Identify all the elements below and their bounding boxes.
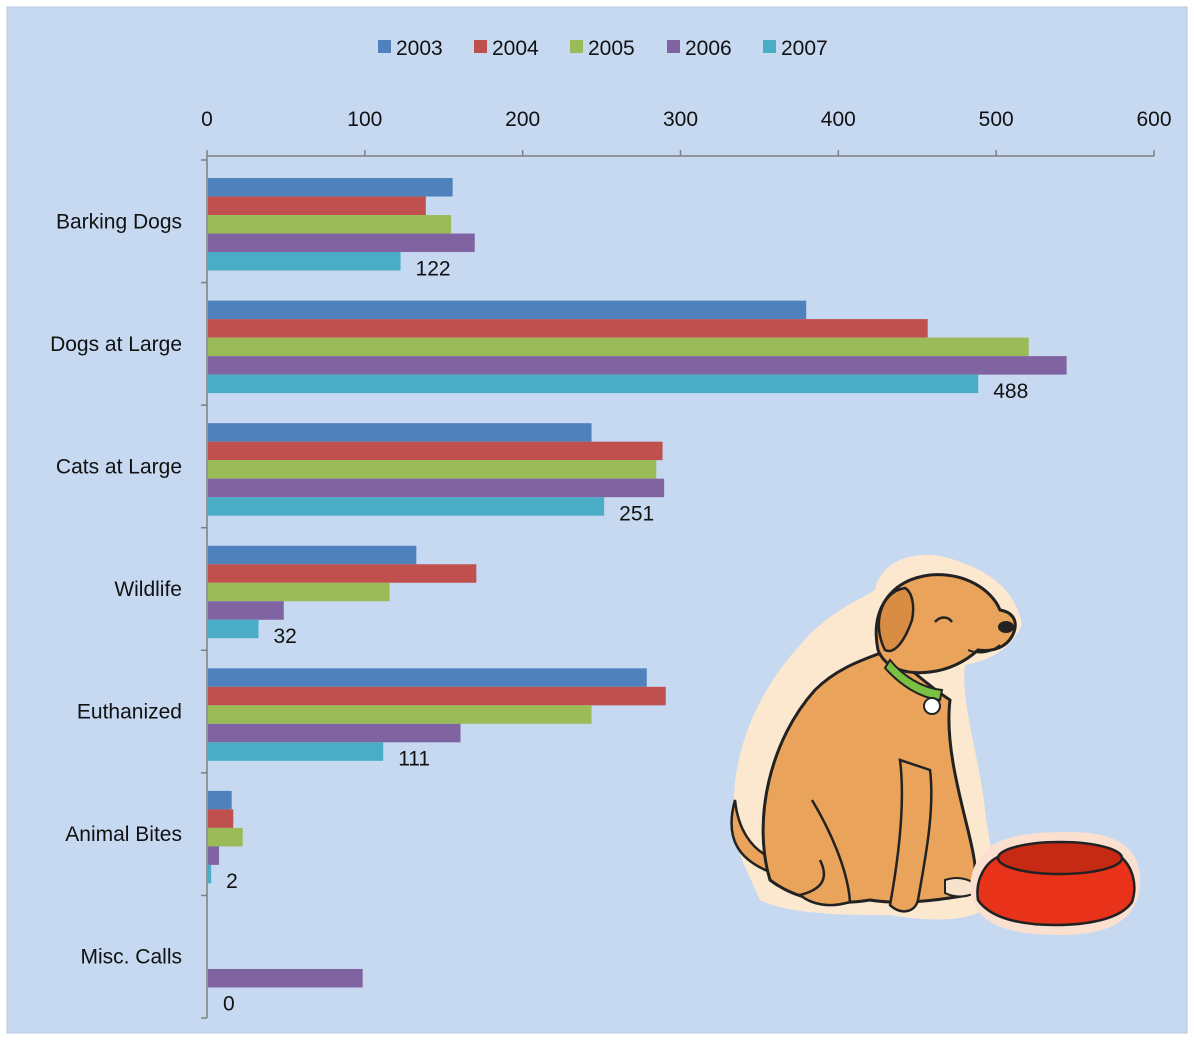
- legend: 2003 2004 2005 2006 2007: [378, 37, 828, 60]
- data-label: 2: [226, 870, 238, 893]
- data-label: 32: [274, 625, 297, 648]
- bar-2004: [208, 564, 477, 583]
- bar-2004: [208, 319, 928, 338]
- bar-2005: [208, 582, 390, 602]
- dog-collar-tag: [923, 697, 941, 715]
- data-labels: 122 488 251 32 111 2 0: [223, 257, 1028, 1015]
- bar-2003: [208, 790, 232, 810]
- bowl-body: [976, 854, 1136, 927]
- bar-2006: [208, 846, 220, 865]
- data-label: 488: [993, 380, 1028, 403]
- x-tick-label: 0: [201, 108, 213, 131]
- dog-front-leg: [888, 758, 933, 913]
- x-tick-label: 600: [1136, 108, 1171, 131]
- dog-hind-leg: [797, 799, 852, 907]
- bar-2005: [208, 337, 1029, 357]
- x-tick-label: 200: [505, 108, 540, 131]
- bar-2003: [208, 300, 807, 320]
- legend-label-2004: 2004: [492, 37, 539, 60]
- bar-2007: [208, 374, 979, 394]
- bar-2003: [208, 423, 592, 442]
- bar-2004: [208, 809, 234, 828]
- data-label: 251: [619, 502, 654, 525]
- bar-2006: [208, 478, 665, 498]
- dog-collar: [883, 658, 944, 702]
- category-label: Animal Bites: [65, 823, 182, 846]
- bar-2004: [208, 686, 666, 706]
- legend-label-2006: 2006: [685, 37, 732, 60]
- category-label: Euthanized: [77, 701, 182, 724]
- legend-swatch-2006: [667, 40, 680, 53]
- category-label: Barking Dogs: [56, 210, 182, 233]
- legend-label-2007: 2007: [781, 37, 828, 60]
- bar-2006: [208, 968, 363, 988]
- bar-2006: [208, 723, 461, 743]
- dog-illustration: [730, 554, 1140, 935]
- x-tick-label: 300: [663, 108, 698, 131]
- x-tick-label: 100: [347, 108, 382, 131]
- legend-label-2003: 2003: [396, 37, 443, 60]
- bar-2007: [208, 497, 605, 516]
- bar-2006: [208, 356, 1067, 375]
- legend-label-2005: 2005: [588, 37, 635, 60]
- dog-mouth: [967, 644, 1001, 654]
- legend-swatch-2003: [378, 40, 391, 53]
- bar-2003: [208, 668, 647, 687]
- bar-2007: [208, 864, 212, 884]
- dog-ear: [877, 586, 915, 653]
- bar-2003: [208, 178, 453, 197]
- bar-2005: [208, 705, 592, 724]
- legend-swatch-2004: [474, 40, 487, 53]
- food-bowl: [970, 832, 1140, 935]
- bowl-rim: [996, 840, 1124, 876]
- category-label: Cats at Large: [56, 455, 182, 478]
- category-label: Misc. Calls: [80, 946, 182, 969]
- dog-nose: [998, 621, 1014, 633]
- dog-tail: [730, 799, 774, 874]
- bar-2007: [208, 742, 384, 761]
- category-label: Wildlife: [114, 578, 182, 601]
- bar-2004: [208, 441, 663, 461]
- bar-2006: [208, 233, 475, 253]
- data-label: 0: [223, 993, 235, 1016]
- category-label: Dogs at Large: [50, 333, 182, 356]
- x-tick-label: 500: [979, 108, 1014, 131]
- x-tick-label: 400: [821, 108, 856, 131]
- x-axis: 0 100 200 300 400 500 600 Barking Dogs Dogs at L…: [50, 108, 1172, 1019]
- data-label: 111: [398, 748, 430, 771]
- bar-2006: [208, 601, 284, 620]
- data-label: 122: [416, 257, 451, 280]
- bar-2004: [208, 196, 426, 216]
- bar-2007: [208, 619, 259, 639]
- dog-eye: [934, 616, 954, 623]
- bar-2005: [208, 215, 452, 234]
- legend-swatch-2005: [570, 40, 583, 53]
- bar-2003: [208, 545, 417, 565]
- legend-swatch-2007: [763, 40, 776, 53]
- bars: [208, 178, 1067, 988]
- bar-2007: [208, 252, 401, 271]
- bar-2005: [208, 827, 243, 847]
- bar-2005: [208, 460, 657, 479]
